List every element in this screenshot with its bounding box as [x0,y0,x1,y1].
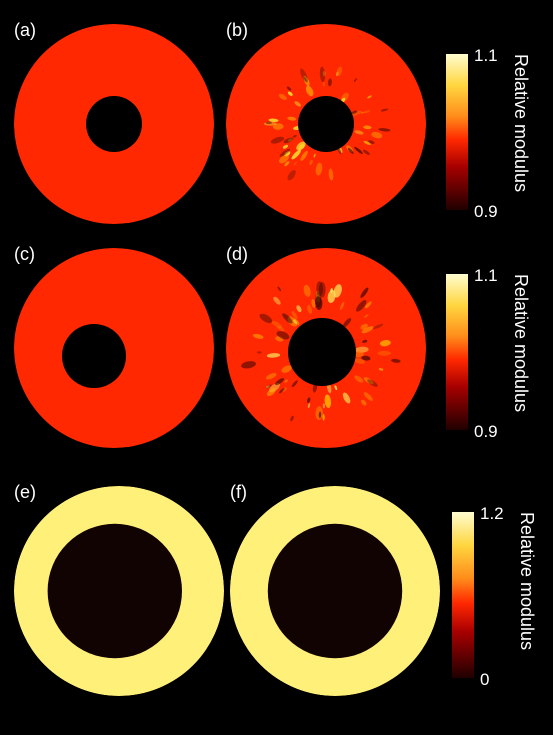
colorbar-cb2: 1.10.9Relative modulus [446,274,468,430]
panel-c-label: (c) [14,244,35,265]
panel-f [230,486,440,696]
panel-a-svg [14,24,214,224]
colorbar-cb1-title: Relative modulus [510,54,531,210]
panel-a [14,24,214,224]
colorbar-cb1: 1.10.9Relative modulus [446,54,468,210]
panel-b-svg [226,24,426,224]
panel-e [14,486,224,696]
panel-d-svg [226,248,426,448]
colorbar-cb2-tick-0: 1.1 [474,266,498,286]
colorbar-cb1-tick-0: 1.1 [474,46,498,66]
colorbar-cb3-tick-0: 1.2 [480,504,504,524]
colorbar-cb1-tick-1: 0.9 [474,202,498,222]
panel-e-svg [14,486,224,696]
panel-c-svg [14,248,214,448]
colorbar-cb2-title: Relative modulus [510,274,531,430]
colorbar-cb3-title: Relative modulus [516,512,537,678]
panel-b-label: (b) [226,20,248,41]
figure: (a)(b)(c)(d)(e)(f)1.10.9Relative modulus… [0,0,553,735]
colorbar-cb3: 1.20Relative modulus [452,512,474,678]
panel-e-label: (e) [14,482,36,503]
panel-f-label: (f) [230,482,247,503]
panel-f-svg [230,486,440,696]
panel-a-label: (a) [14,20,36,41]
colorbar-cb3-tick-1: 0 [480,670,489,690]
colorbar-cb2-tick-1: 0.9 [474,422,498,442]
panel-d-label: (d) [226,244,248,265]
panel-c [14,248,214,448]
panel-b [226,24,426,224]
panel-d [226,248,426,448]
